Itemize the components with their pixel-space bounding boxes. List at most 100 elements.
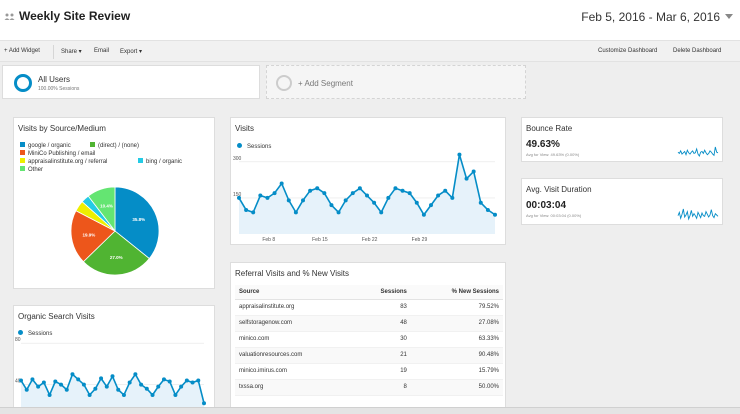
data-point[interactable] <box>301 198 305 203</box>
table-row[interactable]: appraisalinstitute.org 83 79.52% <box>235 299 503 316</box>
source-cell[interactable]: txssa.org <box>235 379 354 396</box>
data-point[interactable] <box>237 195 241 200</box>
data-point[interactable] <box>286 198 291 203</box>
pie-slice[interactable] <box>82 230 150 276</box>
table-row[interactable]: txssa.org 8 50.00% <box>235 379 503 396</box>
data-point[interactable] <box>336 210 341 215</box>
data-point[interactable] <box>110 374 115 379</box>
data-point[interactable] <box>47 392 52 397</box>
widget-avg-visit-duration[interactable]: Avg. Visit Duration 00:03:04 Avg for Vie… <box>521 178 723 225</box>
add-widget-button[interactable]: + Add Widget <box>4 48 40 54</box>
widget-bounce-rate[interactable]: Bounce Rate 49.63% Avg for View: 49.63% … <box>521 117 723 162</box>
data-point[interactable] <box>457 152 462 157</box>
add-segment-button[interactable]: + Add Segment <box>266 65 526 99</box>
pie-slice[interactable] <box>70 210 116 263</box>
data-point[interactable] <box>414 200 419 205</box>
data-point[interactable] <box>161 377 166 382</box>
data-point[interactable] <box>104 384 109 389</box>
data-point[interactable] <box>485 207 490 212</box>
data-point[interactable] <box>315 186 320 191</box>
data-point[interactable] <box>144 386 149 391</box>
data-point[interactable] <box>471 169 476 174</box>
table-row[interactable]: valuationresources.com 21 90.48% <box>235 347 503 364</box>
data-point[interactable] <box>121 392 126 397</box>
data-point[interactable] <box>190 380 195 385</box>
data-point[interactable] <box>293 210 298 215</box>
data-point[interactable] <box>407 191 412 196</box>
data-point[interactable] <box>70 372 75 377</box>
data-point[interactable] <box>87 392 92 397</box>
data-point[interactable] <box>64 387 69 392</box>
data-point[interactable] <box>156 384 161 389</box>
data-point[interactable] <box>450 195 455 200</box>
data-point[interactable] <box>127 380 132 385</box>
data-point[interactable] <box>251 210 256 215</box>
source-cell[interactable]: appraisalinstitute.org <box>235 299 354 316</box>
data-point[interactable] <box>436 193 441 198</box>
date-range-picker[interactable]: Feb 5, 2016 - Mar 6, 2016 <box>581 10 720 24</box>
data-point[interactable] <box>179 384 184 389</box>
data-point[interactable] <box>478 200 483 205</box>
widget-referral-visits[interactable]: Referral Visits and % New Visits Source … <box>230 262 506 410</box>
data-point[interactable] <box>184 378 189 383</box>
source-cell[interactable]: minico.imirus.com <box>235 363 354 380</box>
data-point[interactable] <box>139 382 144 387</box>
customize-dashboard-button[interactable]: Customize Dashboard <box>598 48 658 54</box>
source-cell[interactable]: valuationresources.com <box>235 347 354 364</box>
data-point[interactable] <box>30 377 35 382</box>
export-button[interactable]: Export ▾ <box>120 49 143 55</box>
data-point[interactable] <box>379 210 384 215</box>
table-row[interactable]: minico.imirus.com 19 15.79% <box>235 363 503 380</box>
delete-dashboard-button[interactable]: Delete Dashboard <box>673 48 722 54</box>
share-button[interactable]: Share ▾ <box>61 49 82 55</box>
data-point[interactable] <box>329 203 334 208</box>
data-point[interactable] <box>265 195 270 200</box>
data-point[interactable] <box>116 387 121 392</box>
chevron-down-icon[interactable] <box>725 14 733 19</box>
column-header[interactable]: Source <box>235 285 354 300</box>
data-point[interactable] <box>93 386 98 391</box>
data-point[interactable] <box>493 212 497 217</box>
data-point[interactable] <box>76 377 81 382</box>
data-point[interactable] <box>386 195 391 200</box>
widget-visits[interactable]: Visits Sessions 300 150 Feb 8 Feb 15 Feb 22 F… <box>230 117 506 245</box>
data-point[interactable] <box>421 212 426 217</box>
data-point[interactable] <box>59 382 64 387</box>
table-row[interactable]: minico.com 30 63.33% <box>235 331 503 348</box>
data-point[interactable] <box>19 378 23 383</box>
data-point[interactable] <box>393 186 398 191</box>
data-point[interactable] <box>258 193 263 198</box>
data-point[interactable] <box>150 392 155 397</box>
data-point[interactable] <box>464 176 469 181</box>
data-point[interactable] <box>279 181 284 186</box>
data-point[interactable] <box>372 200 377 205</box>
source-cell[interactable]: selfstoragenow.com <box>235 315 354 332</box>
data-point[interactable] <box>244 207 249 212</box>
data-point[interactable] <box>343 198 348 203</box>
data-point[interactable] <box>322 191 327 196</box>
data-point[interactable] <box>272 191 277 196</box>
column-header[interactable]: % New Sessions <box>410 285 503 300</box>
data-point[interactable] <box>443 188 448 193</box>
data-point[interactable] <box>81 382 86 387</box>
horizontal-scrollbar[interactable] <box>0 407 740 414</box>
data-point[interactable] <box>167 379 172 384</box>
data-point[interactable] <box>202 401 206 406</box>
data-point[interactable] <box>24 387 29 392</box>
segment-all-users[interactable]: All Users 100.00% Sessions <box>2 65 260 99</box>
widget-organic-search[interactable]: Organic Search Visits Sessions 80 40 <box>13 305 215 411</box>
table-row[interactable]: selfstoragenow.com 48 27.08% <box>235 315 503 332</box>
data-point[interactable] <box>308 188 313 193</box>
data-point[interactable] <box>400 188 405 193</box>
email-button[interactable]: Email <box>94 48 110 54</box>
data-point[interactable] <box>350 191 355 196</box>
widget-source-medium[interactable]: Visits by Source/Medium google / organic… <box>13 117 215 289</box>
pie-slice[interactable] <box>87 186 116 233</box>
data-point[interactable] <box>41 380 46 385</box>
column-header[interactable]: Sessions <box>353 285 411 300</box>
data-point[interactable] <box>36 384 41 389</box>
data-point[interactable] <box>365 193 369 198</box>
data-point[interactable] <box>429 203 433 208</box>
data-point[interactable] <box>133 372 138 377</box>
data-point[interactable] <box>53 379 58 384</box>
